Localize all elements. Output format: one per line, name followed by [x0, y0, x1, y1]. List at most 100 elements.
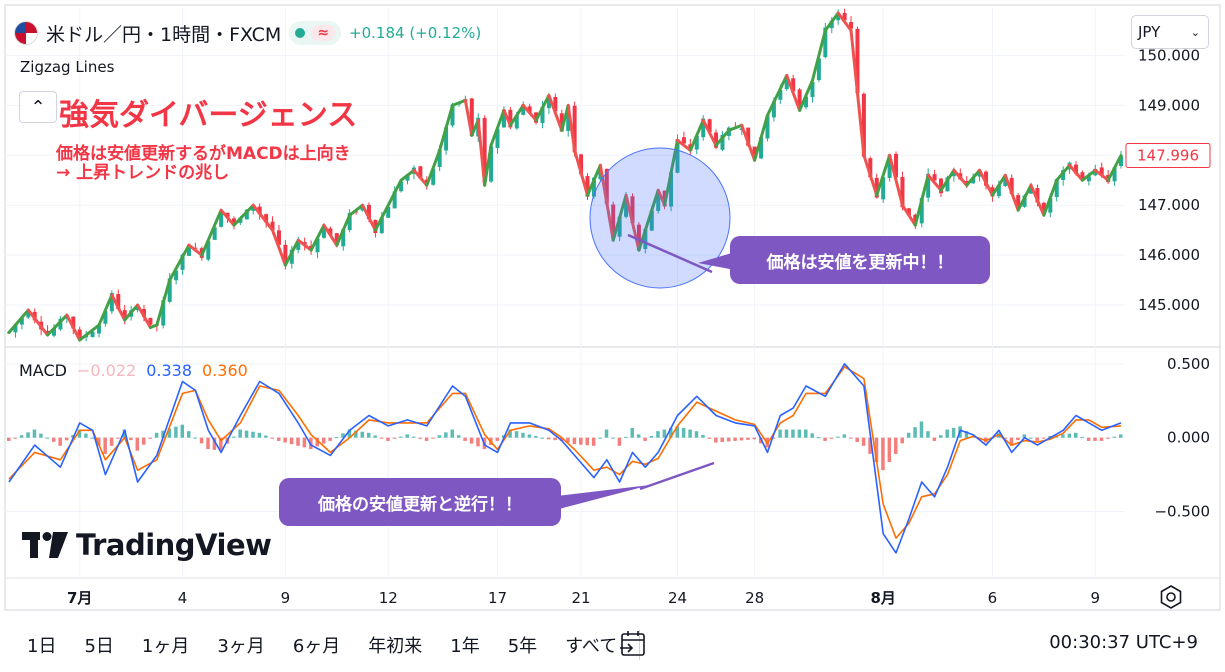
zigzag-segment: [765, 73, 789, 117]
zigzag-segment: [412, 168, 429, 187]
histogram-bar: [829, 437, 834, 439]
candle-body: [341, 229, 346, 247]
histogram-bar: [630, 427, 634, 438]
tradingview-logo[interactable]: TradingView: [22, 528, 272, 562]
timeframe-ytd-button[interactable]: 年初来: [368, 636, 423, 657]
zigzag-segment: [965, 168, 982, 187]
candle-body: [51, 328, 56, 336]
histogram-bar: [1093, 437, 1097, 441]
macd-signal-value: 0.360: [202, 361, 248, 380]
histogram-bar: [643, 437, 647, 441]
last-price-label: 147.996: [1137, 146, 1199, 164]
market-open-dot-icon: [295, 28, 306, 38]
timeframe-3m-button[interactable]: 3ヶ月: [217, 636, 265, 657]
candle-body: [276, 230, 281, 245]
histogram-bar: [752, 437, 757, 440]
price-low-trendline: [627, 233, 713, 274]
bottom-toolbar: 1日 5日 1ヶ月 3ヶ月 6ヶ月 年初来 1年 5年 すべて: [0, 618, 1225, 672]
candle-body: [444, 127, 449, 151]
histogram-bar: [244, 430, 249, 438]
zigzag-segment: [451, 98, 467, 107]
histogram-bar: [354, 430, 358, 438]
candle-body: [624, 196, 629, 217]
zigzag-segment: [502, 108, 512, 127]
goto-date-icon[interactable]: [618, 630, 648, 662]
histogram-bar: [894, 437, 898, 454]
chevron-down-icon: ⌄: [1190, 25, 1200, 39]
indicator-zigzag-label[interactable]: Zigzag Lines: [20, 58, 115, 76]
timeframe-5d-button[interactable]: 5日: [84, 636, 114, 657]
zigzag-segment: [271, 228, 287, 267]
candle-body: [669, 172, 674, 207]
histogram-bar: [219, 437, 223, 451]
histogram-bar: [13, 437, 17, 439]
currency-select[interactable]: JPY ⌄: [1131, 15, 1209, 49]
candle-body: [257, 206, 262, 215]
zigzag-segment: [7, 308, 30, 335]
zigzag-segment: [573, 148, 589, 197]
macd-line-value: 0.338: [146, 361, 192, 380]
histogram-bar: [90, 437, 95, 439]
histogram-bar: [84, 433, 88, 438]
market-status-pill[interactable]: ≈: [289, 21, 342, 45]
timeframe-1y-button[interactable]: 1年: [450, 636, 480, 657]
price-tick-label: 147.000: [1138, 196, 1200, 214]
price-annotation-bubble: 価格は安値を更新中！！: [730, 236, 990, 284]
timeframe-6m-button[interactable]: 6ヶ月: [292, 636, 341, 657]
histogram-bar: [669, 427, 673, 438]
histogram-bar: [855, 437, 859, 443]
timeframe-5y-button[interactable]: 5年: [507, 636, 538, 657]
histogram-bar: [797, 429, 802, 438]
timeframe-1m-button[interactable]: 1ヶ月: [141, 636, 190, 657]
histogram-bar: [386, 437, 390, 441]
candle-body: [951, 171, 956, 177]
candle-body: [1003, 177, 1008, 186]
histogram-bar: [1119, 434, 1123, 438]
histogram-bar: [495, 437, 500, 441]
histogram-bar: [296, 437, 300, 446]
histogram-bar: [19, 435, 24, 438]
histogram-bar: [546, 437, 551, 440]
zigzag-segment: [483, 143, 493, 187]
histogram-bar: [881, 437, 885, 471]
histogram-bar: [276, 437, 281, 441]
candle-body: [540, 106, 545, 124]
candle-body: [1041, 202, 1046, 213]
histogram-bar: [206, 437, 210, 450]
candle-body: [681, 137, 686, 144]
zigzag-segment: [836, 11, 853, 32]
histogram-bar: [347, 429, 352, 438]
histogram-bar: [804, 429, 808, 438]
histogram-bar: [411, 436, 416, 438]
candle-body: [122, 310, 127, 319]
price-bubble-tail: [698, 252, 735, 270]
clock-display[interactable]: 00:30:37 UTC+9: [1049, 632, 1198, 653]
timeframe-1d-button[interactable]: 1日: [27, 636, 57, 657]
collapse-indicators-button[interactable]: ⌃: [19, 91, 57, 123]
zigzag-segment: [348, 203, 365, 217]
settings-icon[interactable]: [1158, 584, 1184, 614]
time-tick-label: 24: [668, 589, 687, 607]
histogram-bar: [399, 436, 403, 438]
histogram-bar: [64, 437, 69, 441]
histogram-bar: [1003, 437, 1007, 440]
candle-body: [527, 106, 532, 113]
candle-body: [489, 146, 494, 182]
candle-body: [514, 115, 519, 129]
candle-body: [141, 309, 146, 317]
zigzag-segment: [656, 188, 667, 207]
macd-legend[interactable]: MACD −0.022 0.338 0.360: [19, 361, 248, 380]
histogram-bar: [360, 431, 365, 438]
candle-body: [116, 293, 121, 310]
timeframe-all-button[interactable]: すべて: [565, 636, 618, 657]
histogram-bar: [759, 437, 763, 444]
histogram-bar: [405, 434, 410, 438]
candle-body: [996, 185, 1001, 197]
symbol-title[interactable]: 米ドル／円・1時間・FXCM: [46, 23, 282, 46]
candle-body: [816, 58, 821, 81]
candle-body: [77, 329, 82, 338]
candle-body: [572, 105, 577, 153]
macd-axis: 0.500 0.000 −0.500: [1154, 355, 1210, 521]
annotation-title: 強気ダイバージェンス: [59, 98, 358, 133]
